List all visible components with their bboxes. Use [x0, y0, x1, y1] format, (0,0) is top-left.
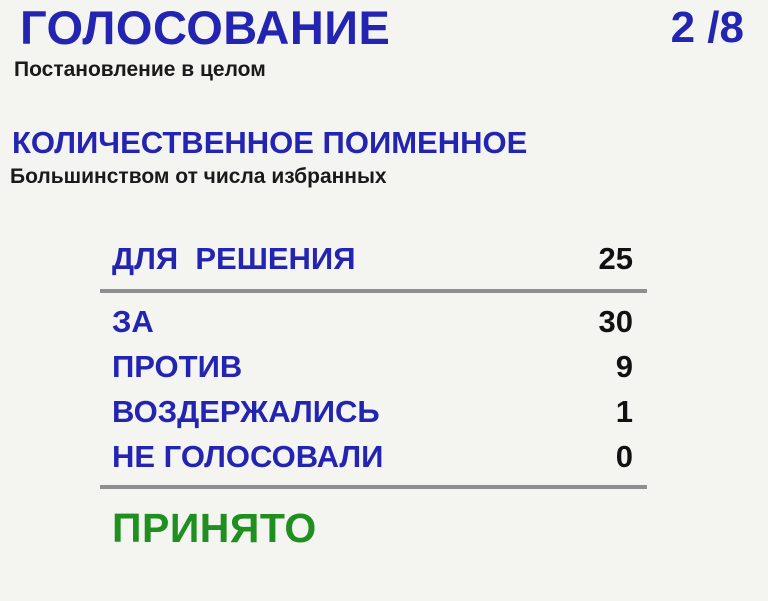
- not-voted-label: НЕ ГОЛОСОВАЛИ: [112, 439, 384, 474]
- table-row-for: ЗА 30: [100, 299, 647, 344]
- decision-status: ПРИНЯТО: [112, 505, 317, 551]
- for-label: ЗА: [112, 304, 154, 339]
- separator-line-bottom: [100, 485, 647, 489]
- against-value: 9: [615, 349, 633, 384]
- abstained-label: ВОЗДЕРЖАЛИСЬ: [112, 394, 380, 429]
- header: ГОЛОСОВАНИЕ 2 /8: [0, 0, 768, 54]
- table-row-quorum: ДЛЯ РЕШЕНИЯ 25: [100, 235, 647, 283]
- page-title: ГОЛОСОВАНИЕ: [20, 1, 391, 54]
- vote-type-title: КОЛИЧЕСТВЕННОЕ ПОИМЕННОЕ: [12, 125, 528, 160]
- separator-line-top: [100, 289, 647, 293]
- not-voted-value: 0: [615, 439, 633, 474]
- table-row-not-voted: НЕ ГОЛОСОВАЛИ 0: [100, 434, 647, 479]
- for-value: 30: [598, 304, 633, 339]
- quorum-label: ДЛЯ РЕШЕНИЯ: [112, 241, 356, 276]
- results-table: ДЛЯ РЕШЕНИЯ 25 ЗА 30 ПРОТИВ 9 ВОЗДЕРЖАЛИ…: [100, 235, 647, 489]
- table-row-abstained: ВОЗДЕРЖАЛИСЬ 1: [100, 389, 647, 434]
- table-row-against: ПРОТИВ 9: [100, 344, 647, 389]
- abstained-value: 1: [615, 394, 633, 429]
- vote-rule-subtitle: Большинством от числа избранных: [10, 165, 387, 188]
- vote-counter: 2 /8: [670, 3, 744, 52]
- against-label: ПРОТИВ: [112, 349, 243, 384]
- vote-subject: Постановление в целом: [14, 58, 266, 81]
- quorum-value: 25: [598, 241, 633, 276]
